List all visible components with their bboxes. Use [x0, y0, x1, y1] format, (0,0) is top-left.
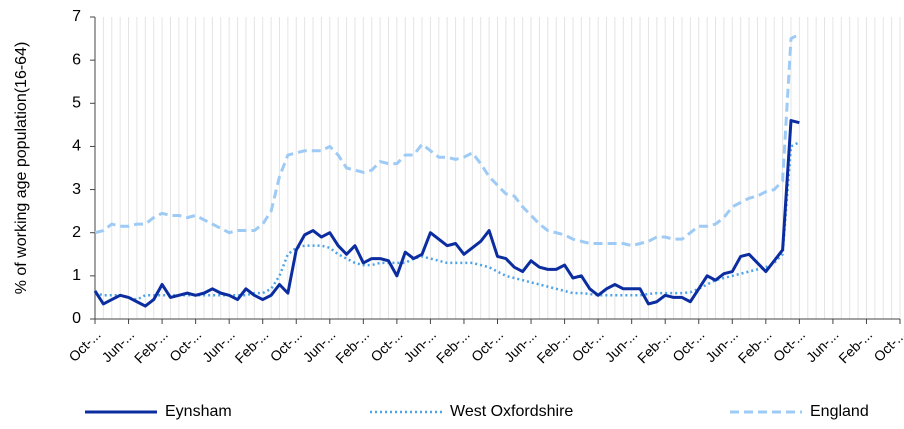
x-tick-label: Feb-... [533, 326, 573, 366]
x-tick-label: Oct-... [468, 326, 506, 364]
x-tick-label: Jun-... [702, 326, 741, 365]
x-tick-label: Feb-... [835, 326, 875, 366]
x-tick-label: Oct-... [770, 326, 808, 364]
x-tick-label: Feb-... [131, 326, 171, 366]
legend-label: Eynsham [165, 403, 232, 420]
series-line [94, 141, 800, 301]
x-tick-label: Jun-... [400, 326, 439, 365]
x-tick-label: Jun-... [300, 326, 339, 365]
x-tick-label: Oct-... [166, 326, 204, 364]
x-tick-label: Jun-... [602, 326, 641, 365]
y-tick-label: 6 [72, 51, 81, 68]
y-tick-label: 1 [72, 267, 81, 284]
y-tick-label: 7 [72, 8, 81, 25]
x-tick-label: Feb-... [332, 326, 372, 366]
x-tick-label: Jun-... [199, 326, 238, 365]
x-tick-label: Jun-... [98, 326, 137, 365]
y-axis-label: % of working age population(16-64) [13, 42, 30, 295]
series-line [93, 119, 800, 308]
y-tick-label: 0 [72, 310, 81, 327]
y-tick-label: 5 [72, 95, 81, 112]
legend-label: West Oxfordshire [450, 403, 573, 420]
y-tick-label: 3 [72, 181, 81, 198]
x-tick-label: Feb-... [735, 326, 775, 366]
x-tick-label: Oct-... [267, 326, 305, 364]
x-tick-label: Oct-... [870, 326, 904, 364]
series-line [94, 32, 801, 248]
x-tick-label: Feb-... [634, 326, 674, 366]
y-tick-label: 2 [72, 224, 81, 241]
x-tick-label: Oct-... [569, 326, 607, 364]
legend-label: England [810, 403, 869, 420]
y-tick-label: 4 [72, 138, 81, 155]
x-tick-label: Feb-... [433, 326, 473, 366]
x-tick-label: Feb-... [232, 326, 272, 366]
x-tick-label: Oct-... [669, 326, 707, 364]
x-tick-label: Oct-... [65, 326, 103, 364]
x-tick-label: Jun-... [803, 326, 842, 365]
x-tick-label: Jun-... [501, 326, 540, 365]
x-tick-label: Oct-... [367, 326, 405, 364]
